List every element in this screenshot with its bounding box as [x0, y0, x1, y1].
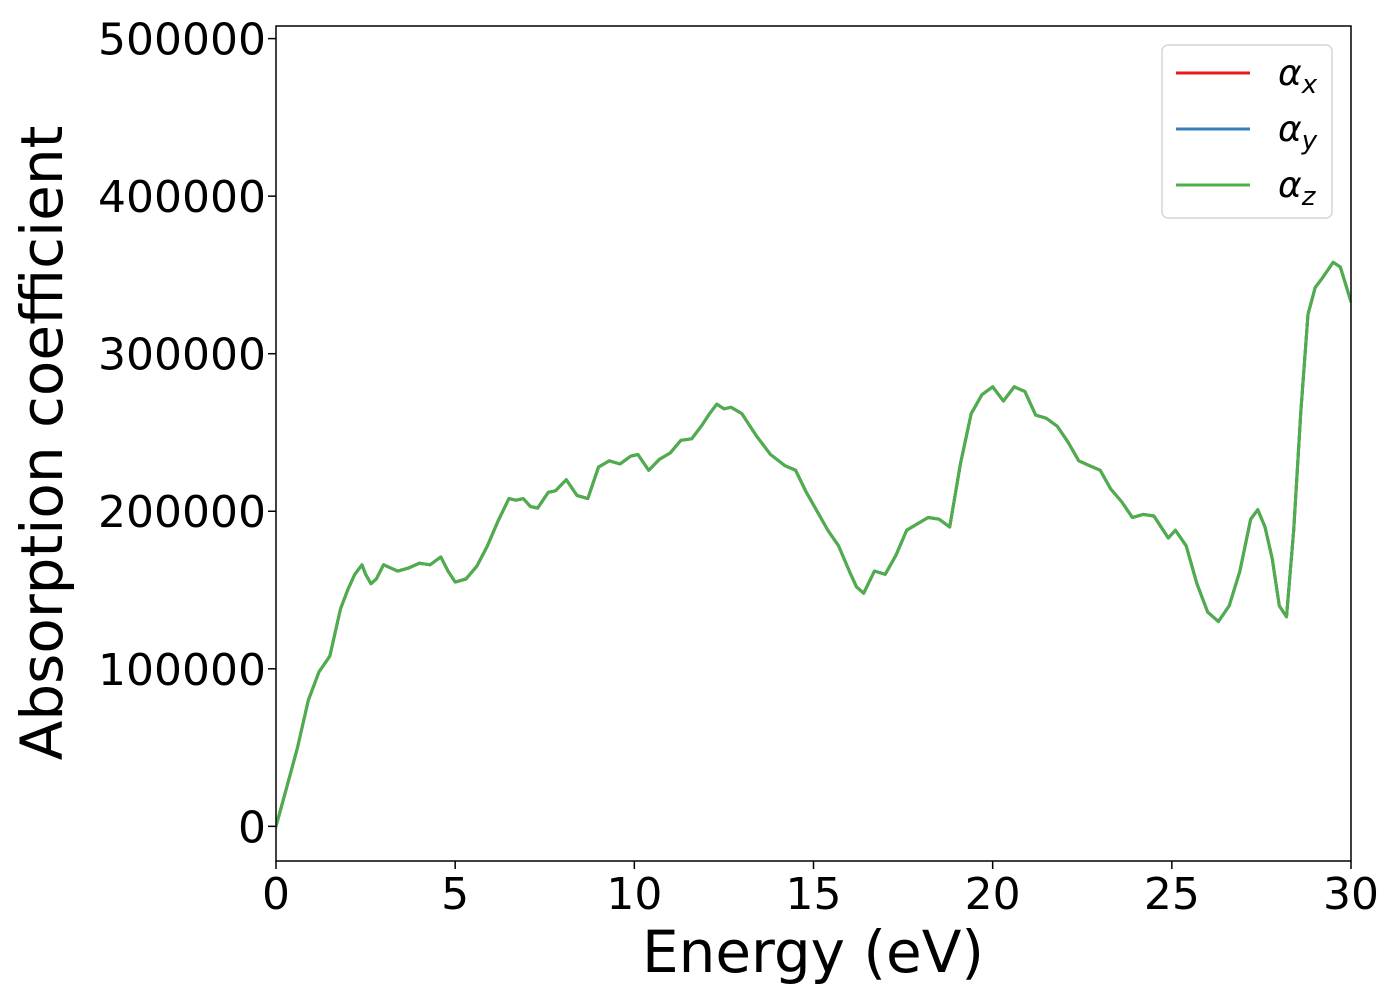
- y-tick-label: 500000: [98, 15, 266, 66]
- y-tick-label: 300000: [98, 330, 266, 381]
- x-tick-label: 25: [1144, 869, 1200, 920]
- legend-box: [1161, 44, 1333, 219]
- x-tick-label: 15: [786, 869, 842, 920]
- series-line-2: [276, 260, 1351, 828]
- x-tick-label: 20: [965, 869, 1021, 920]
- y-tick-label: 0: [238, 802, 266, 853]
- x-tick-label: 10: [606, 869, 662, 920]
- x-axis-title: Energy (eV): [642, 918, 984, 986]
- legend-label-y: αy: [1278, 109, 1318, 156]
- y-tick-label: 400000: [98, 172, 266, 223]
- series-line-1: [276, 260, 1351, 828]
- x-axis: 0 5 10 15 20 25 30: [262, 861, 1379, 920]
- y-axis: 0 100000 200000 300000 400000 500000: [98, 15, 276, 853]
- y-tick-label: 200000: [98, 487, 266, 538]
- series-layer: [276, 260, 1351, 828]
- series-line-0: [276, 260, 1351, 828]
- x-tick-label: 5: [441, 869, 469, 920]
- legend-label-z: αz: [1278, 165, 1317, 212]
- legend: αx αy αz: [1161, 44, 1333, 219]
- x-tick-label: 0: [262, 869, 290, 920]
- y-tick-label: 100000: [98, 645, 266, 696]
- legend-label-x: αx: [1278, 53, 1318, 100]
- x-tick-label: 30: [1323, 869, 1379, 920]
- y-axis-title: Absorption coefficient: [8, 126, 76, 761]
